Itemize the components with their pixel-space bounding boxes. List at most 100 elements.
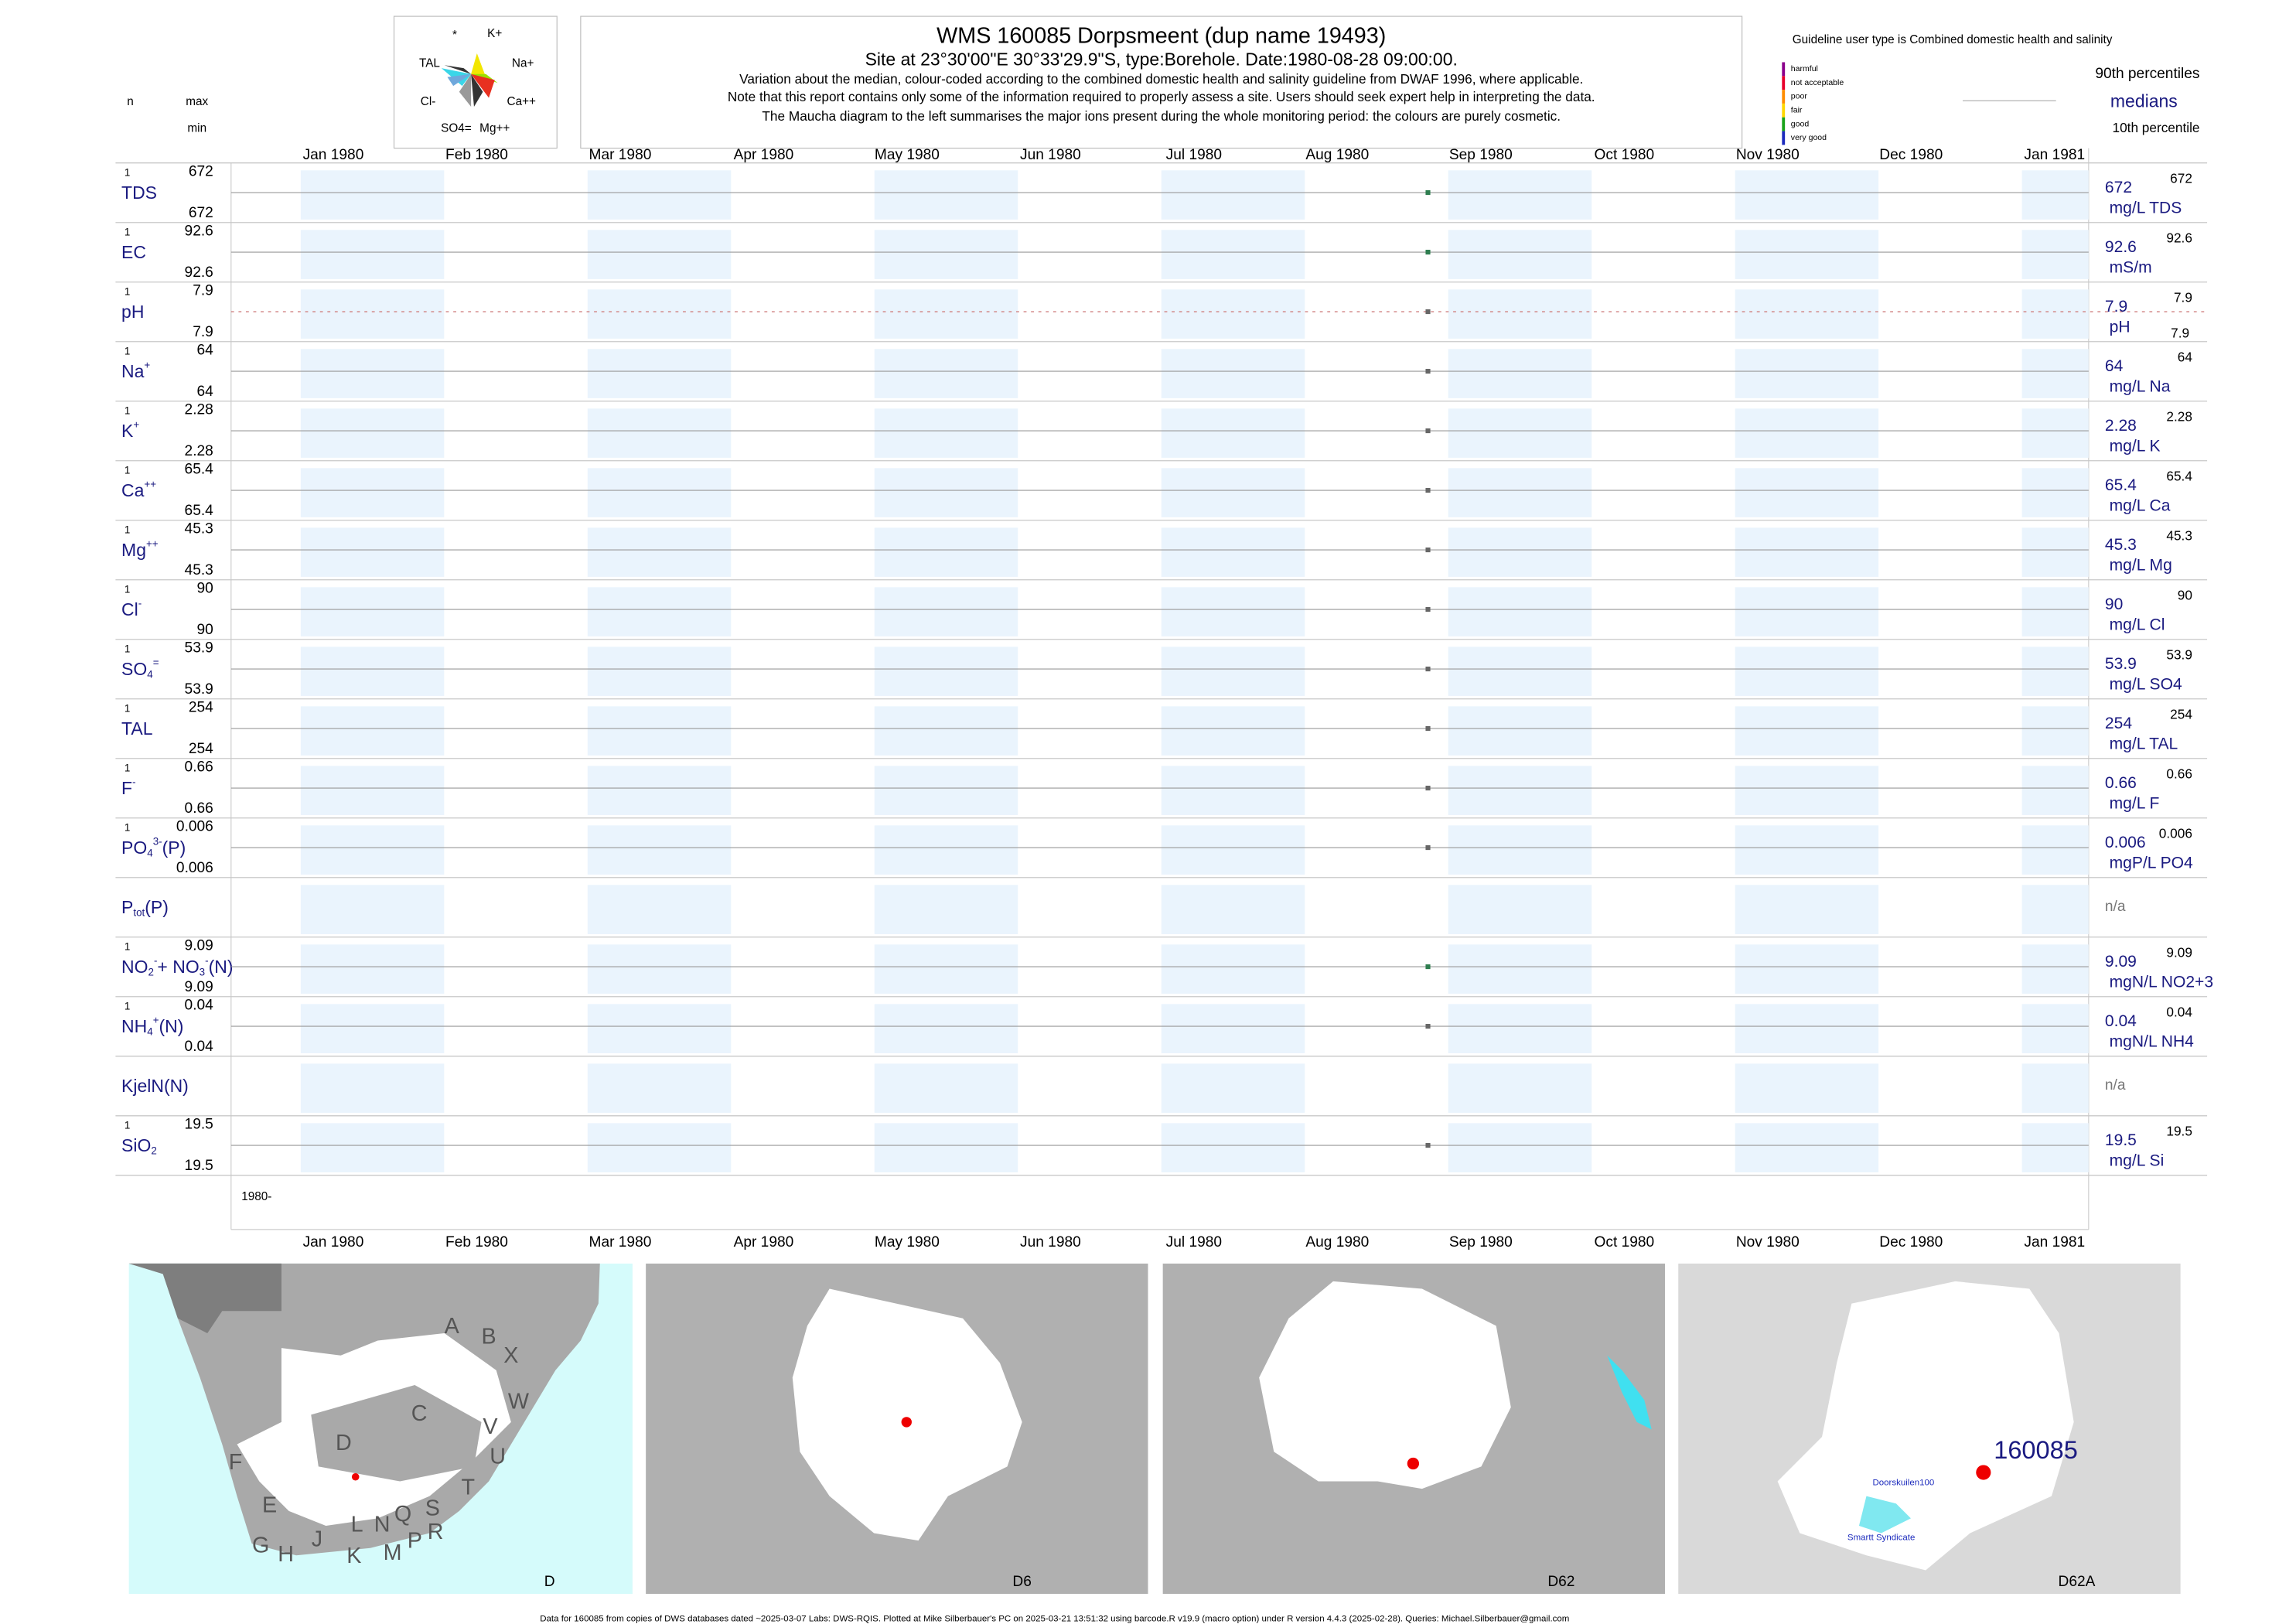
n-count: 1 — [125, 1120, 130, 1131]
month-band — [2021, 1004, 2089, 1053]
region-label: B — [482, 1324, 496, 1349]
p90-value: 254 — [2170, 706, 2192, 722]
report-note: Variation about the median, colour-coded… — [739, 71, 1583, 87]
month-label: Jul 1980 — [1166, 1234, 1222, 1250]
label-part: EC — [121, 242, 146, 262]
month-band — [300, 349, 445, 398]
unit: mg/L F — [2110, 795, 2160, 813]
maucha-segment — [471, 53, 486, 77]
month-band — [2021, 706, 2089, 756]
month-band — [300, 706, 445, 756]
max-value: 7.9 — [193, 282, 213, 299]
month-band — [1161, 527, 1305, 577]
month-band — [874, 468, 1018, 517]
p90-value: 2.28 — [2166, 408, 2192, 424]
report-note: The Maucha diagram to the left summarise… — [762, 108, 1561, 124]
month-band — [300, 1004, 445, 1053]
month-band — [300, 766, 445, 815]
month-band — [1161, 587, 1305, 636]
region-label: A — [445, 1314, 460, 1339]
label-part: 3 — [200, 966, 205, 977]
max-value: 65.4 — [185, 461, 214, 477]
label-part: 3- — [153, 835, 162, 847]
sample-point — [1425, 845, 1431, 851]
month-band — [1735, 825, 1879, 875]
legend-median: medians — [2110, 90, 2178, 111]
unit: mg/L Si — [2110, 1152, 2165, 1170]
month-band — [874, 587, 1018, 636]
month-label: Apr 1980 — [734, 147, 794, 163]
sample-point — [1425, 368, 1431, 374]
site-marker — [1976, 1465, 1991, 1480]
median-value: 672 — [2105, 179, 2132, 196]
n-count: 1 — [125, 941, 130, 953]
map-panel-label: D62 — [1547, 1574, 1574, 1590]
column-header: n — [127, 95, 134, 108]
label-part: KjelN(N) — [121, 1076, 189, 1096]
month-band — [587, 706, 732, 756]
site-marker — [901, 1417, 912, 1428]
maps — [128, 1263, 2181, 1595]
unit: mg/L Mg — [2110, 557, 2172, 575]
maucha-segment — [447, 73, 472, 87]
maucha-segment — [471, 73, 495, 98]
p90-value: 65.4 — [2166, 468, 2192, 483]
site-marker — [351, 1472, 360, 1481]
p90-value: 92.6 — [2166, 230, 2192, 245]
region-label: T — [462, 1476, 476, 1500]
month-band — [1735, 408, 1879, 458]
map-water — [1607, 1355, 1652, 1430]
max-value: 2.28 — [185, 401, 213, 418]
sample-point — [1425, 725, 1431, 732]
guideline-swatch — [1782, 76, 1786, 90]
label-part: 4 — [147, 847, 153, 858]
sample-point — [1425, 666, 1431, 672]
maucha-box — [393, 15, 558, 149]
n-count: 1 — [125, 524, 130, 536]
legend-p90: 90th percentiles — [2095, 66, 2199, 82]
label-part: NH — [121, 1016, 147, 1036]
max-value: 254 — [189, 699, 213, 715]
month-band — [874, 766, 1018, 815]
month-band — [1161, 408, 1305, 458]
month-band — [300, 944, 445, 994]
label-part: K — [121, 421, 134, 441]
label-part: PO — [121, 838, 147, 858]
site-marker — [1407, 1457, 1420, 1470]
map-basin — [1777, 1281, 2074, 1571]
min-value: 672 — [189, 205, 213, 221]
month-band — [874, 1063, 1018, 1113]
median-value: 7.9 — [2105, 298, 2127, 316]
month-label: Dec 1980 — [1879, 147, 1943, 163]
median-value: 90 — [2105, 595, 2123, 613]
month-band — [1448, 1063, 1592, 1113]
map-panel-label: D — [544, 1574, 555, 1590]
month-band — [1735, 766, 1879, 815]
month-band — [1448, 944, 1592, 994]
p90-value: 7.9 — [2174, 289, 2192, 305]
month-label: Feb 1980 — [445, 1234, 508, 1250]
month-band — [587, 885, 732, 934]
label-part: (N) — [159, 1016, 184, 1036]
map-water — [1858, 1496, 1911, 1534]
month-band — [1448, 349, 1592, 398]
region-label: C — [411, 1401, 428, 1426]
row-label: EC — [121, 242, 146, 262]
median-value: 0.66 — [2105, 774, 2137, 792]
region-label: W — [508, 1390, 530, 1414]
max-value: 45.3 — [185, 520, 213, 537]
min-value: 65.4 — [185, 503, 214, 519]
month-label: Nov 1980 — [1736, 1234, 1800, 1250]
label-part: tot — [133, 906, 145, 918]
guideline-title: Guideline user type is Combined domestic… — [1793, 33, 2113, 46]
region-label: S — [425, 1496, 440, 1520]
p90-value: 672 — [2170, 170, 2192, 186]
month-band — [2021, 170, 2089, 220]
max-value: 64 — [197, 342, 214, 358]
min-value: 53.9 — [185, 681, 213, 698]
min-value: 90 — [197, 622, 213, 638]
unit: mg/L TDS — [2110, 200, 2182, 217]
unit: mg/L Ca — [2110, 497, 2171, 515]
month-band — [300, 527, 445, 577]
